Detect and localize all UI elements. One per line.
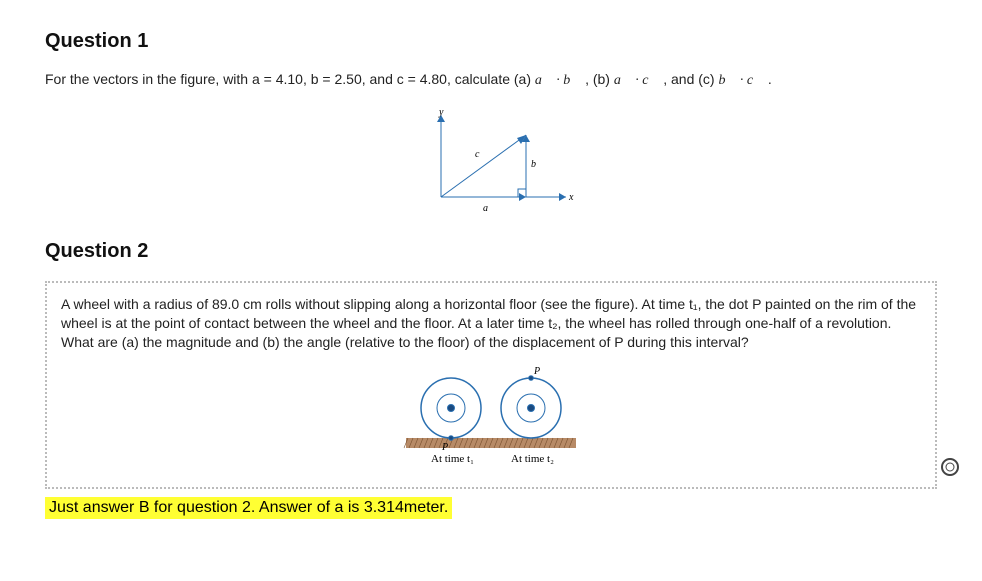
q1-x-axis-label: x [568,192,574,203]
q1-heading: Question 1 [45,30,937,53]
chat-bubble-icon [939,456,961,478]
q1-part-b-label: , (b) [585,71,614,87]
q1-y-axis-label: y [438,107,444,118]
q2-svg: P P At time t₁ At time t₂ [376,360,606,470]
q2-caption-1: At time t₁ [431,453,474,465]
q1-expr-c: b⃗ · c⃗ [718,73,764,88]
q2-heading: Question 2 [45,240,937,263]
q1-tail: . [768,71,772,87]
q1-part-a-label: (a) [514,71,535,87]
q2-figure: P P At time t₁ At time t₂ [61,360,921,475]
q1-vec-c-label: c⃗ [475,149,487,160]
q1-figure: y x a⃗ b⃗ c⃗ [45,107,937,222]
feedback-button[interactable] [939,456,961,483]
q2-box: A wheel with a radius of 89.0 cm rolls w… [45,281,937,489]
q1-prose: For the vectors in the figure, with a = … [45,71,937,89]
q1-expr-b: a⃗ · c⃗ [614,73,660,88]
q2-caption-2: At time t₂ [511,453,554,465]
q2-highlight: Just answer B for question 2. Answer of … [45,497,452,519]
q1-expr-a: a⃗ · b⃗ [535,73,581,88]
q1-vec-b-label: b⃗ [531,159,544,170]
q2-prose: A wheel with a radius of 89.0 cm rolls w… [61,295,921,352]
q2-p-label-bottom: P [441,442,448,453]
q1-part-c-label: , and (c) [663,71,718,87]
q1-prose-pre: For the vectors in the figure, with a = … [45,71,514,87]
q1-vec-a-label: a⃗ [483,203,496,214]
q2-p-label-top: P [533,366,540,377]
q1-svg: y x a⃗ b⃗ c⃗ [401,107,581,217]
